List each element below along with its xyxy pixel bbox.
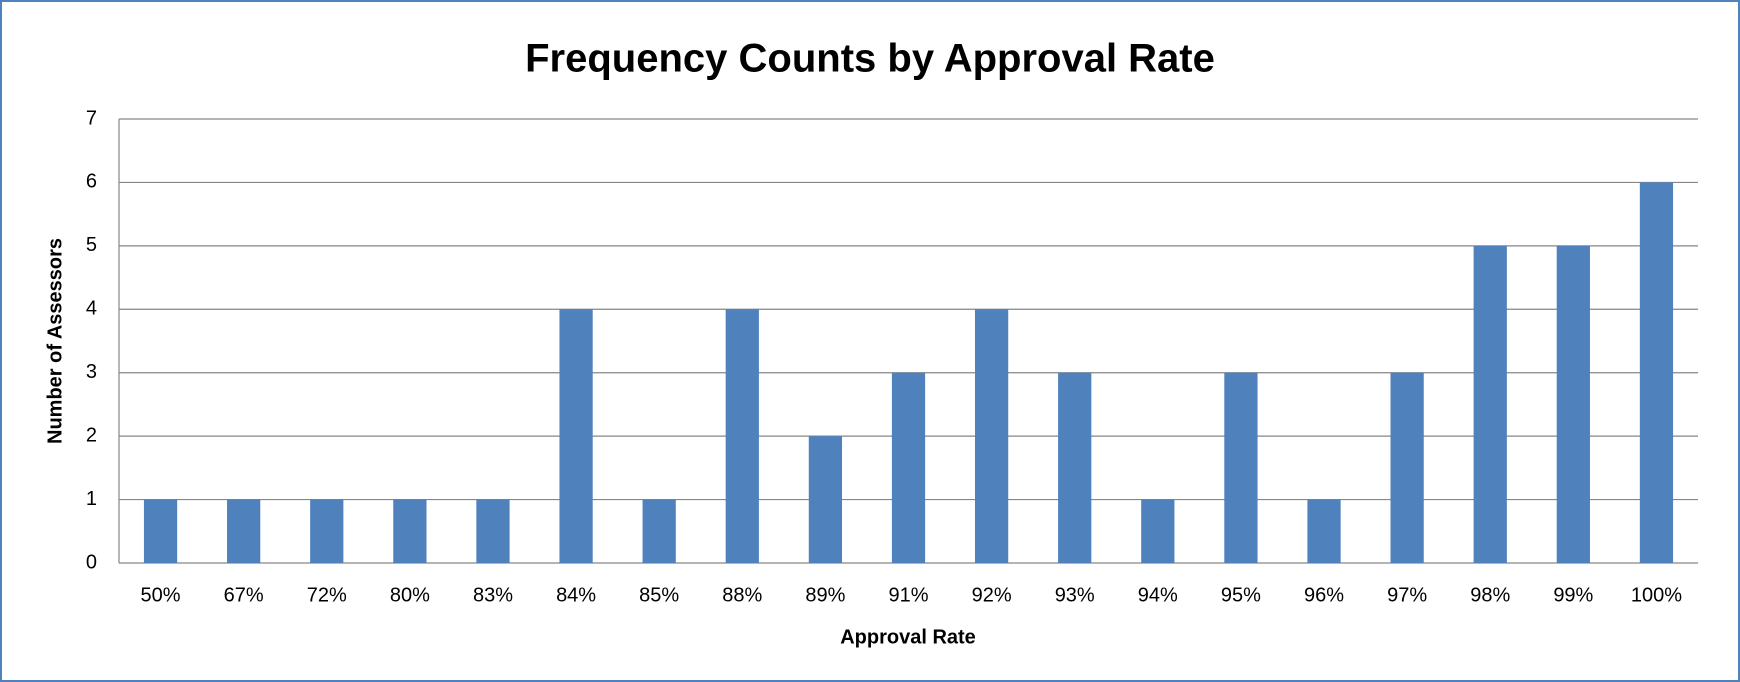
- x-tick-label: 50%: [141, 584, 181, 606]
- x-tick-label: 99%: [1553, 584, 1593, 606]
- bar: [1141, 499, 1175, 563]
- x-tick-label: 67%: [224, 584, 264, 606]
- x-tick-label: 84%: [556, 584, 596, 606]
- bar: [476, 499, 510, 563]
- x-tick-label: 93%: [1055, 584, 1095, 606]
- chart-title: Frequency Counts by Approval Rate: [525, 37, 1215, 81]
- y-tick-label: 6: [86, 171, 97, 193]
- x-tick-label: 95%: [1221, 584, 1261, 606]
- bar: [227, 499, 261, 563]
- x-tick-label: 96%: [1304, 584, 1344, 606]
- bar: [393, 499, 427, 563]
- bar: [808, 436, 843, 563]
- bar: [1307, 499, 1341, 563]
- x-tick-label: 97%: [1387, 584, 1427, 606]
- y-tick-label: 1: [86, 488, 97, 510]
- bar: [1473, 245, 1507, 563]
- bar: [1639, 182, 1674, 563]
- bar: [725, 309, 759, 563]
- bar: [143, 499, 178, 563]
- bar: [1556, 245, 1590, 563]
- bar: [891, 372, 926, 563]
- x-tick-label: 88%: [722, 584, 762, 606]
- y-tick-label: 7: [86, 107, 97, 129]
- bar: [974, 309, 1009, 563]
- x-tick-label: 83%: [473, 584, 513, 606]
- y-axis-title: Number of Assessors: [44, 238, 66, 444]
- x-axis-title: Approval Rate: [840, 626, 976, 648]
- x-tick-label: 100%: [1631, 584, 1682, 606]
- bar: [1058, 372, 1092, 563]
- x-tick-label: 92%: [972, 584, 1012, 606]
- x-tick-label: 91%: [888, 584, 928, 606]
- bar: [310, 499, 344, 563]
- x-tick-label: 89%: [805, 584, 845, 606]
- y-tick-label: 2: [86, 424, 97, 446]
- y-tick-label: 0: [86, 551, 97, 573]
- bar: [642, 499, 676, 563]
- y-tick-label: 5: [86, 234, 97, 256]
- y-tick-label: 4: [86, 298, 97, 320]
- x-tick-label: 80%: [390, 584, 430, 606]
- x-tick-label: 85%: [639, 584, 679, 606]
- y-tick-label: 3: [86, 361, 97, 383]
- bar: [1390, 372, 1424, 563]
- bar: [559, 309, 593, 563]
- x-tick-label: 98%: [1470, 584, 1510, 606]
- bar: [1224, 372, 1258, 563]
- x-tick-label: 72%: [307, 584, 347, 606]
- x-tick-label: 94%: [1138, 584, 1178, 606]
